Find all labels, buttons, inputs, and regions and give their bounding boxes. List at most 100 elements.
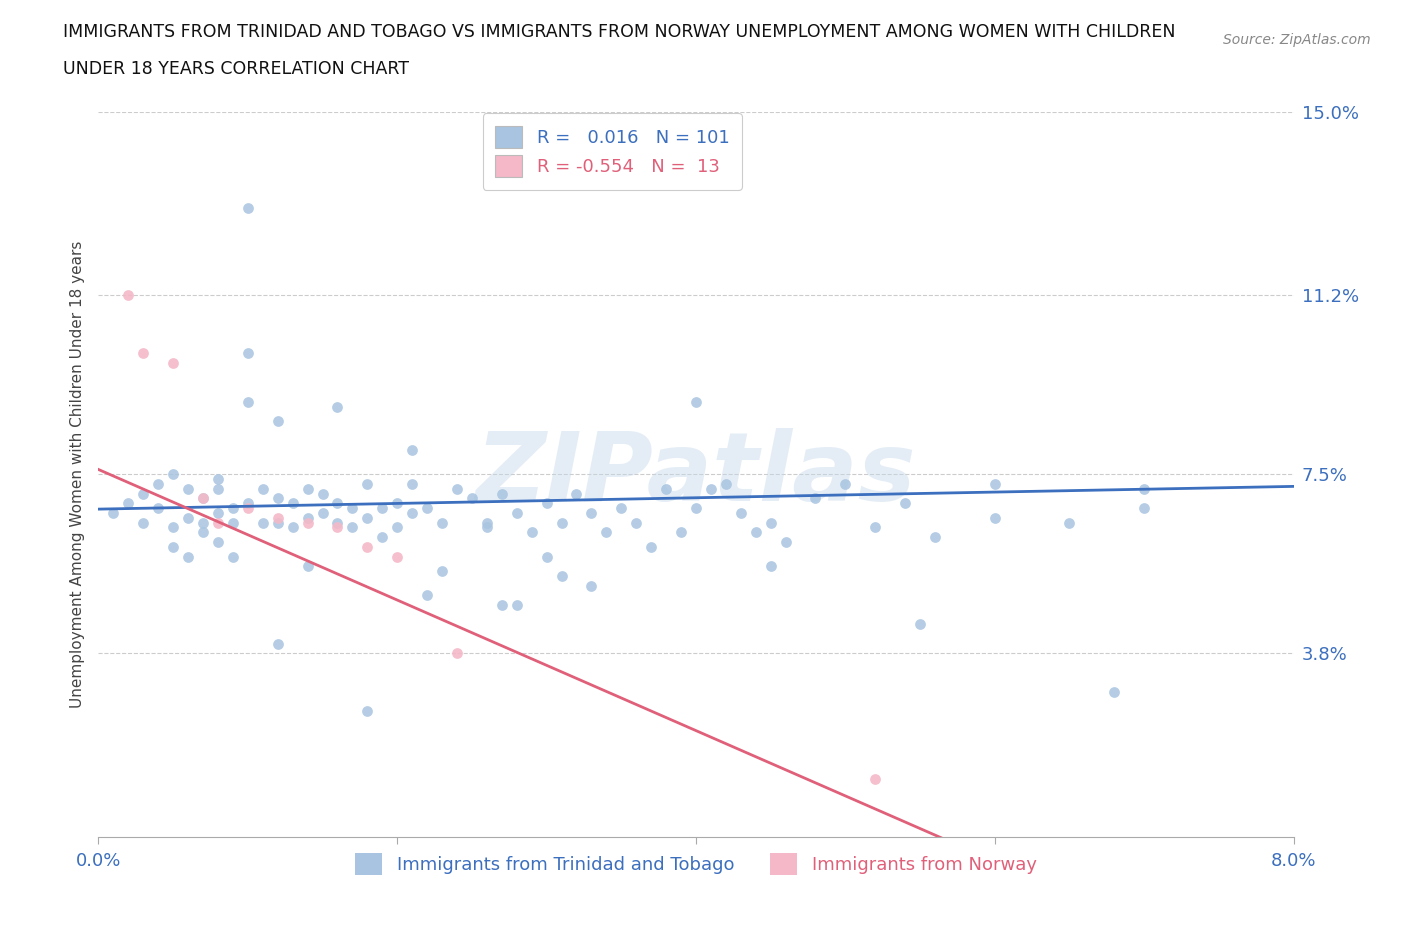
Point: [222, 549, 245, 564]
Point: [356, 511, 378, 525]
Point: [984, 476, 1007, 491]
Point: [281, 520, 304, 535]
Point: [297, 559, 319, 574]
Point: [236, 346, 259, 361]
Y-axis label: Unemployment Among Women with Children Under 18 years: Unemployment Among Women with Children U…: [69, 241, 84, 708]
Point: [581, 578, 603, 593]
Point: [281, 496, 304, 511]
Point: [162, 539, 184, 554]
Point: [356, 539, 378, 554]
Point: [177, 549, 200, 564]
Point: [267, 414, 290, 429]
Point: [132, 515, 155, 530]
Point: [207, 515, 229, 530]
Point: [804, 491, 827, 506]
Point: [461, 491, 484, 506]
Point: [730, 506, 752, 521]
Point: [430, 564, 453, 578]
Point: [207, 482, 229, 497]
Point: [297, 482, 319, 497]
Point: [371, 530, 394, 545]
Point: [610, 500, 633, 515]
Point: [236, 394, 259, 409]
Point: [834, 476, 856, 491]
Point: [1104, 684, 1126, 699]
Point: [655, 482, 678, 497]
Point: [191, 515, 214, 530]
Point: [222, 500, 245, 515]
Point: [222, 515, 245, 530]
Legend: Immigrants from Trinidad and Tobago, Immigrants from Norway: Immigrants from Trinidad and Tobago, Imm…: [347, 846, 1045, 883]
Point: [865, 772, 887, 787]
Text: Source: ZipAtlas.com: Source: ZipAtlas.com: [1223, 33, 1371, 46]
Point: [326, 496, 349, 511]
Point: [491, 486, 513, 501]
Point: [342, 520, 364, 535]
Point: [475, 515, 498, 530]
Point: [356, 704, 378, 719]
Point: [446, 645, 468, 660]
Point: [311, 506, 333, 521]
Point: [191, 525, 214, 539]
Point: [311, 486, 333, 501]
Point: [536, 549, 558, 564]
Point: [401, 476, 423, 491]
Point: [446, 482, 468, 497]
Point: [191, 491, 214, 506]
Point: [745, 525, 768, 539]
Point: [252, 515, 274, 530]
Point: [430, 515, 453, 530]
Point: [894, 496, 917, 511]
Point: [669, 525, 692, 539]
Point: [297, 515, 319, 530]
Point: [626, 515, 648, 530]
Point: [640, 539, 662, 554]
Point: [865, 520, 887, 535]
Point: [326, 515, 349, 530]
Point: [581, 506, 603, 521]
Point: [401, 506, 423, 521]
Point: [207, 535, 229, 550]
Point: [267, 515, 290, 530]
Point: [356, 476, 378, 491]
Point: [267, 636, 290, 651]
Point: [207, 506, 229, 521]
Point: [342, 500, 364, 515]
Point: [1133, 482, 1156, 497]
Point: [371, 500, 394, 515]
Point: [714, 476, 737, 491]
Text: ZIPatlas: ZIPatlas: [475, 428, 917, 521]
Point: [236, 500, 259, 515]
Point: [550, 515, 572, 530]
Point: [162, 355, 184, 370]
Point: [924, 530, 946, 545]
Point: [520, 525, 543, 539]
Point: [595, 525, 617, 539]
Point: [236, 496, 259, 511]
Point: [685, 500, 707, 515]
Point: [236, 201, 259, 216]
Point: [984, 511, 1007, 525]
Text: IMMIGRANTS FROM TRINIDAD AND TOBAGO VS IMMIGRANTS FROM NORWAY UNEMPLOYMENT AMONG: IMMIGRANTS FROM TRINIDAD AND TOBAGO VS I…: [63, 23, 1175, 41]
Point: [759, 515, 782, 530]
Point: [506, 597, 529, 612]
Point: [148, 500, 170, 515]
Point: [908, 617, 931, 631]
Point: [416, 500, 439, 515]
Point: [475, 520, 498, 535]
Point: [1059, 515, 1081, 530]
Point: [191, 491, 214, 506]
Point: [132, 346, 155, 361]
Text: UNDER 18 YEARS CORRELATION CHART: UNDER 18 YEARS CORRELATION CHART: [63, 60, 409, 78]
Point: [252, 482, 274, 497]
Point: [326, 399, 349, 414]
Point: [385, 496, 409, 511]
Point: [416, 588, 439, 603]
Point: [267, 511, 290, 525]
Point: [297, 511, 319, 525]
Point: [401, 443, 423, 458]
Point: [103, 506, 125, 521]
Point: [506, 506, 529, 521]
Point: [132, 486, 155, 501]
Point: [775, 535, 797, 550]
